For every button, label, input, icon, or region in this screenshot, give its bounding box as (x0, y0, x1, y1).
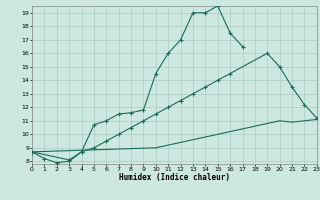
X-axis label: Humidex (Indice chaleur): Humidex (Indice chaleur) (119, 173, 230, 182)
